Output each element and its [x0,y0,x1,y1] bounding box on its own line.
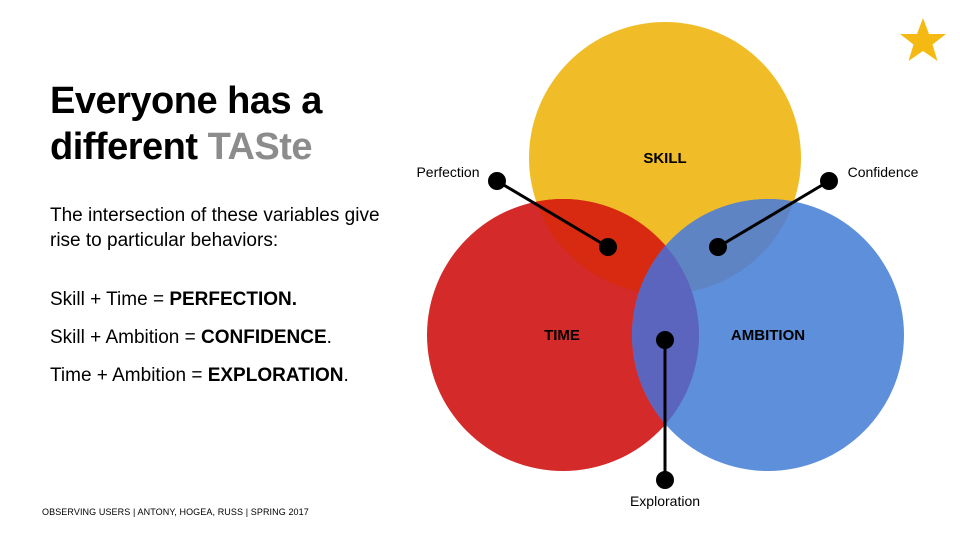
callout-label-perfection: Perfection [416,164,479,180]
overlap-skill-time [529,199,699,294]
callout-dot [599,238,617,256]
equation-prefix: Skill + Time = [50,289,170,310]
footer-text: OBSERVING USERS | ANTONY, HOGEA, RUSS | … [42,507,309,517]
equation-confidence: Skill + Ambition = CONFIDENCE. [50,326,332,350]
callout-perfection: Perfection [416,164,617,256]
label-ambition: AMBITION [731,327,805,344]
callout-dot [709,238,727,256]
callout-label-confidence: Confidence [848,164,919,180]
label-skill: SKILL [643,150,686,167]
title-line-1: Everyone has a [50,80,322,122]
callout-exploration: Exploration [630,331,700,509]
equation-suffix: . [326,327,332,348]
callout-dot [656,331,674,349]
equation-result: CONFIDENCE [201,327,327,348]
callout-dot [820,172,838,190]
callout-label-exploration: Exploration [630,493,700,509]
equation-perfection: Skill + Time = PERFECTION. [50,288,297,312]
slide-title: Everyone has a different TASte [50,78,322,170]
title-line-2-prefix: different [50,126,208,168]
callout-dot [488,172,506,190]
title-accent: TASte [207,126,313,168]
star-icon [900,18,946,61]
callout-dot [656,471,674,489]
intro-text: The intersection of these variables give… [50,205,380,251]
equation-prefix: Time + Ambition = [50,365,208,386]
overlap-skill-ambition [632,199,801,294]
equation-result: EXPLORATION [207,365,344,386]
equation-exploration: Time + Ambition = EXPLORATION. [50,364,349,388]
equation-suffix: . [343,365,349,386]
equation-result: PERFECTION. [169,289,298,310]
equation-prefix: Skill + Ambition = [50,327,202,348]
callout-confidence: Confidence [709,164,919,256]
label-time: TIME [544,327,580,344]
